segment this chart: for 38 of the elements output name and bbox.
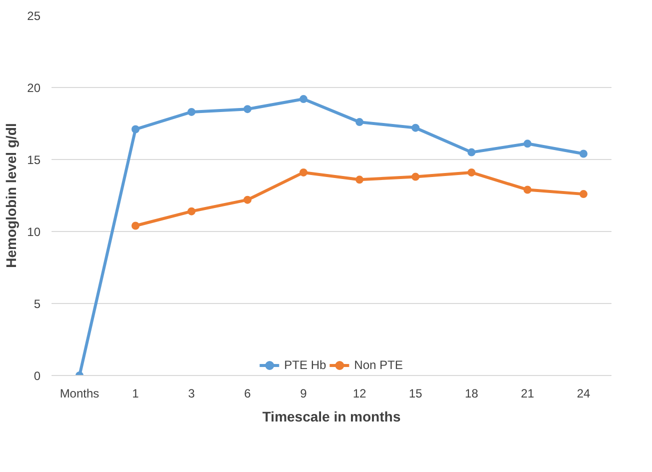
- x-tick-label: 1: [132, 386, 140, 400]
- point: [468, 168, 476, 176]
- x-tick-label: 9: [300, 386, 308, 400]
- x-tick-label: Months: [60, 386, 100, 400]
- x-axis-title: Timescale in months: [262, 408, 401, 424]
- point: [524, 140, 532, 148]
- point: [412, 172, 420, 181]
- point: [132, 125, 140, 134]
- point: [132, 222, 140, 230]
- point: [524, 186, 532, 194]
- y-tick-label: 5: [34, 297, 41, 311]
- point: [468, 148, 476, 156]
- legend-label: PTE Hb: [284, 358, 326, 372]
- point: [244, 196, 252, 204]
- y-tick-label: 15: [27, 153, 41, 167]
- x-tick-label: 21: [520, 386, 534, 400]
- point: [300, 95, 308, 104]
- y-tick-label: 25: [27, 9, 41, 23]
- point: [580, 190, 588, 198]
- x-tick-label: 6: [244, 386, 252, 400]
- point: [188, 207, 196, 216]
- point: [412, 124, 420, 132]
- point: [244, 105, 252, 114]
- point: [300, 168, 308, 176]
- x-tick-label: 15: [408, 386, 422, 400]
- point: [356, 176, 364, 184]
- point: [356, 118, 364, 126]
- y-tick-label: 0: [34, 369, 41, 383]
- point: [580, 150, 588, 158]
- legend-label: Non PTE: [354, 358, 403, 372]
- y-axis-title: Hemoglobin level g/dl: [3, 123, 20, 268]
- x-tick-label: 12: [352, 386, 366, 400]
- x-tick-label: 3: [188, 386, 196, 400]
- point: [188, 108, 196, 116]
- x-tick-label: 24: [576, 386, 590, 400]
- x-tick-label: 18: [464, 386, 478, 400]
- y-tick-label: 20: [27, 81, 41, 95]
- y-tick-label: 10: [27, 225, 41, 239]
